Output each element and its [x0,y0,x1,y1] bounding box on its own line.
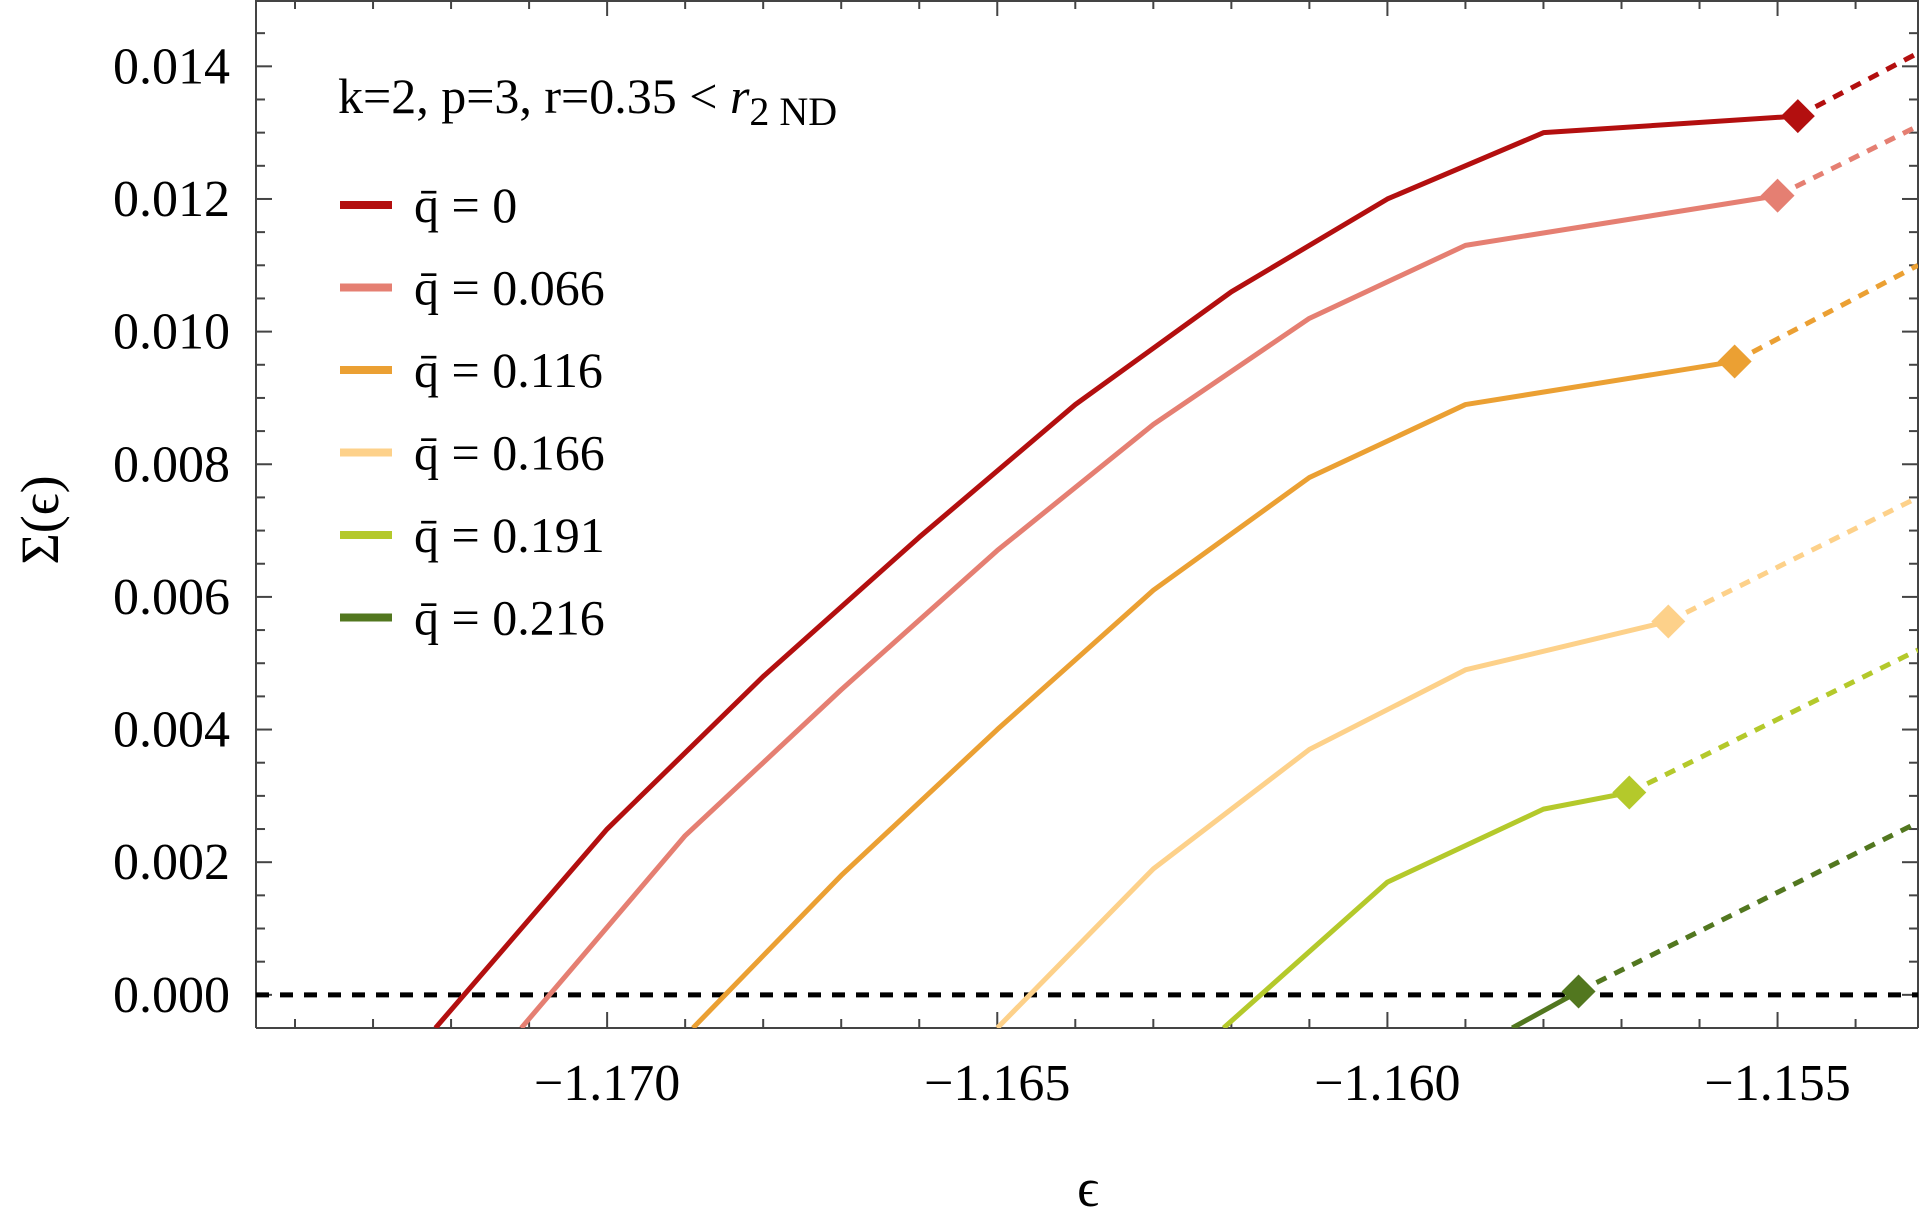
series-line [433,113,1799,1028]
y-axis-title: Σ(ϵ) [10,475,70,564]
x-tick-label: −1.160 [1314,1055,1460,1112]
legend-label: q̄ = 0.191 [414,507,605,563]
series-dashed-extension [1628,647,1918,795]
series-layer [433,50,1918,1028]
series-line [691,358,1736,1028]
legend-label: q̄ = 0.166 [414,425,605,481]
series-line [519,193,1778,1028]
x-tick-label: −1.165 [924,1055,1070,1112]
series-endpoint-marker [1760,178,1795,213]
x-axis: −1.170 −1.165 −1.160 −1.155 [294,0,1857,1112]
legend-item: q̄ = 0.116 [340,342,603,398]
series-3 [995,495,1918,1028]
series-0 [433,50,1918,1028]
y-tick-label: 0.006 [113,569,230,626]
series-4 [1221,647,1918,1028]
parameter-annotation: k=2, p=3, r=0.35 < r2 ND [338,68,837,134]
legend: q̄ = 0 q̄ = 0.066 q̄ = 0.116 q̄ = 0.166 q̄ =… [340,177,605,646]
series-line [1221,790,1630,1028]
legend-item: q̄ = 0.066 [340,260,605,316]
series-endpoint-marker [1612,775,1647,810]
annotation-text: k=2, p=3, r=0.35 < r2 ND [338,68,837,134]
series-line [1511,989,1580,1028]
series-2 [691,263,1918,1028]
series-dashed-extension [1796,50,1918,119]
series-dashed-extension [1667,495,1918,624]
series-1 [519,123,1918,1028]
series-endpoint-marker [1717,344,1752,379]
legend-label: q̄ = 0.216 [414,590,605,646]
series-endpoint-marker [1780,99,1815,134]
x-tick-label: −1.155 [1704,1055,1850,1112]
x-axis-title: ϵ [1077,1158,1099,1218]
y-tick-label: 0.014 [113,38,230,95]
legend-label: q̄ = 0.066 [414,260,605,316]
legend-label: q̄ = 0 [414,177,517,233]
series-endpoint-marker [1561,974,1596,1009]
series-line [995,619,1669,1028]
y-tick-label: 0.012 [113,171,230,228]
y-axis: 0.000 0.002 0.004 0.006 0.008 0.010 0.012 0.014 [113,0,1918,1024]
legend-item: q̄ = 0.216 [340,590,605,646]
legend-label: q̄ = 0.116 [414,342,603,398]
plot-frame [255,0,1919,1029]
series-5 [1511,820,1918,1028]
series-endpoint-marker [1651,604,1686,639]
legend-item: q̄ = 0.191 [340,507,605,563]
y-tick-label: 0.010 [113,304,230,361]
series-dashed-extension [1577,820,1918,994]
series-dashed-extension [1733,263,1918,364]
legend-item: q̄ = 0 [340,177,517,233]
legend-item: q̄ = 0.166 [340,425,605,481]
y-tick-label: 0.000 [113,967,230,1024]
y-tick-label: 0.004 [113,702,230,759]
x-tick-label: −1.170 [534,1055,680,1112]
y-tick-label: 0.008 [113,436,230,493]
series-dashed-extension [1776,123,1918,198]
y-tick-label: 0.002 [113,834,230,891]
